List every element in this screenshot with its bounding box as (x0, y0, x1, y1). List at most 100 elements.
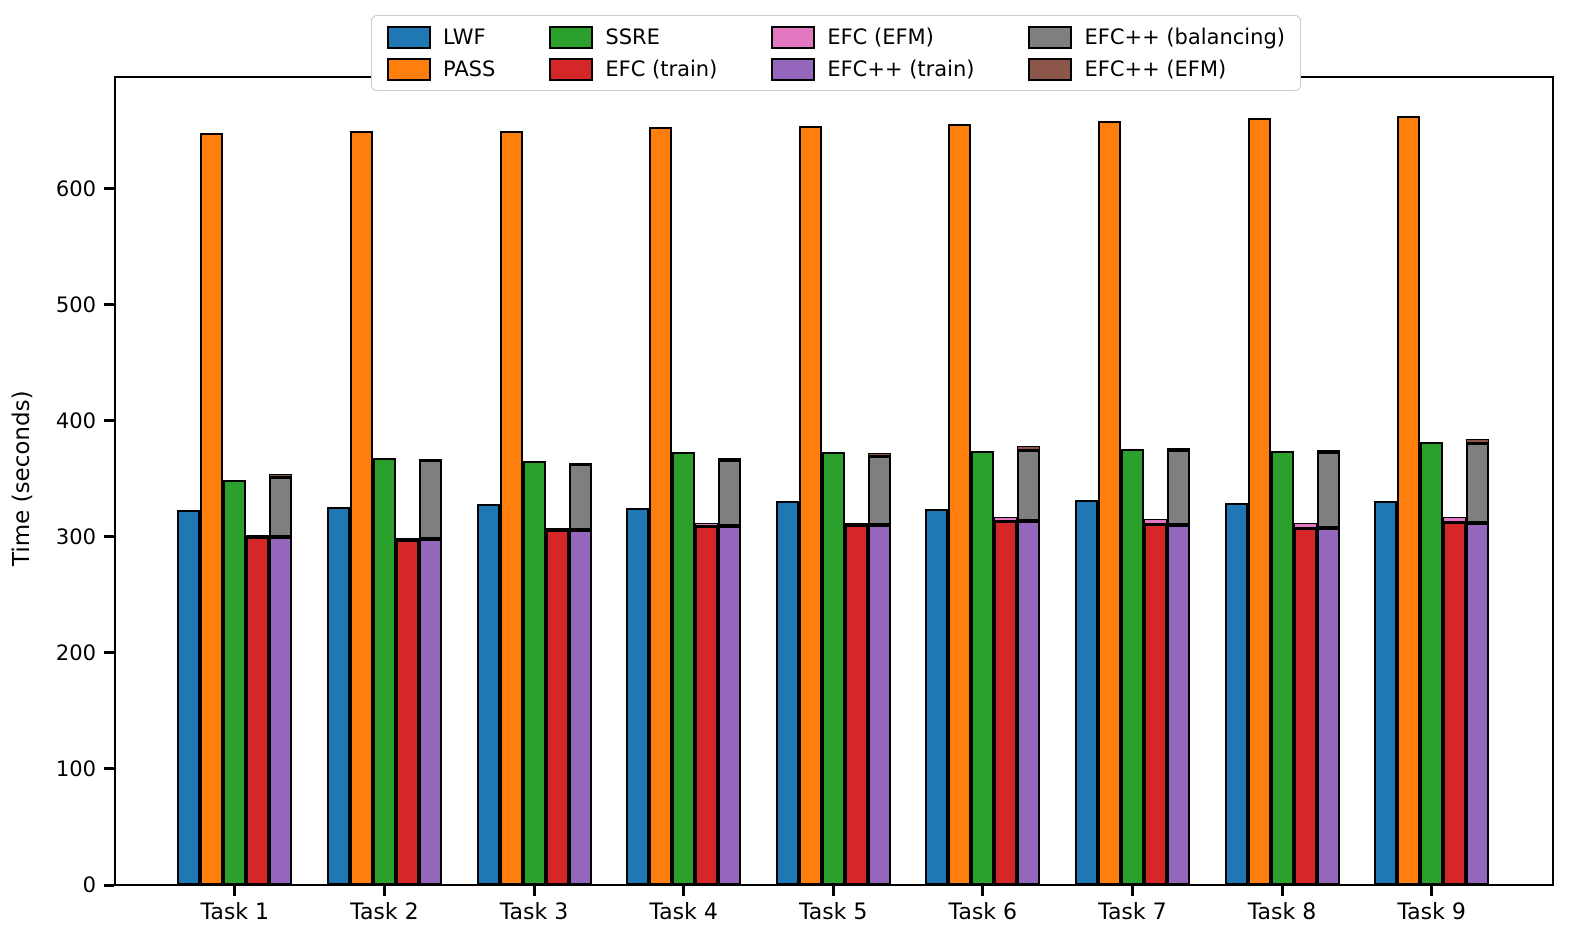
bar-segment-lwf-task-5 (775, 500, 799, 885)
bar-segment-ssre-task-4 (672, 452, 696, 885)
bar-segment-efc-efm-task-1 (269, 474, 293, 477)
x-tick-label: Task 9 (1397, 900, 1466, 925)
legend-label: EFC++ (EFM) (1084, 57, 1227, 81)
bar-segment-lwf-task-9 (1374, 500, 1398, 885)
bar-segment-ssre-task-6 (971, 450, 995, 885)
bar-segment-efc-train-task-8 (1316, 527, 1340, 885)
bar-segment-efc-efm-task-2 (395, 538, 419, 541)
bar-segment-pass-task-2 (349, 130, 373, 885)
bar-segment-efc-balancing-task-6 (1017, 449, 1041, 521)
legend-swatch-pass-icon (387, 57, 431, 81)
x-tick-mark (981, 886, 985, 896)
bar-segment-efc-balancing-task-3 (568, 463, 592, 530)
bar-segment-efc-balancing-task-8 (1316, 452, 1340, 528)
x-tick-mark (831, 886, 835, 896)
legend-swatch-efc-efm-icon (1028, 57, 1073, 81)
bar-segment-pass-task-5 (798, 126, 822, 885)
legend-column: EFC (EFM) EFC++ (train) (771, 25, 974, 81)
y-tick-label: 500 (55, 292, 96, 317)
x-tick-mark (1280, 886, 1284, 896)
legend: LWF PASS SSRE EFC (train) EFC (EFM) EFC++ (tr… (371, 15, 1301, 91)
bar-segment-efc-train-task-1 (269, 536, 293, 885)
legend-swatch-lwf-icon (387, 25, 431, 49)
bar-segment-efc-efm-task-9 (1466, 439, 1490, 443)
x-tick-mark (532, 886, 536, 896)
y-tick-mark (104, 419, 114, 423)
bar-segment-ssre-task-3 (522, 461, 546, 885)
x-tick-mark (1430, 886, 1434, 896)
x-tick-label: Task 4 (649, 900, 718, 925)
bar-segment-efc-efm-task-5 (867, 453, 891, 456)
bar-segment-lwf-task-4 (626, 507, 650, 885)
legend-column: LWF PASS (387, 25, 495, 81)
legend-entry-lwf: LWF (387, 25, 495, 49)
bar-segment-lwf-task-8 (1224, 503, 1248, 885)
legend-label: EFC (EFM) (827, 25, 934, 49)
y-tick-label: 300 (55, 524, 96, 549)
x-tick-mark (682, 886, 686, 896)
bar-segment-ssre-task-8 (1270, 450, 1294, 885)
legend-swatch-efc-train-icon (771, 57, 816, 81)
legend-entry-efc-efm: EFC++ (EFM) (1028, 57, 1285, 81)
legend-entry-pass: PASS (387, 57, 495, 81)
bar-segment-efc-balancing-task-4 (718, 460, 742, 527)
bar-segment-efc-efm-task-4 (718, 457, 742, 461)
bar-segment-pass-task-1 (200, 133, 224, 885)
legend-label: EFC++ (train) (827, 57, 975, 81)
y-tick-label: 0 (82, 873, 96, 897)
bar-segment-pass-task-4 (649, 127, 673, 885)
bar-segment-efc-balancing-task-1 (269, 476, 293, 537)
y-tick-mark (104, 651, 114, 655)
x-tick-label: Task 1 (200, 900, 270, 925)
bar-segment-lwf-task-1 (177, 510, 201, 885)
bar-segment-efc-train-task-8 (1293, 527, 1317, 885)
x-tick-label: Task 6 (948, 900, 1018, 925)
bar-segment-efc-train-task-6 (1017, 520, 1041, 885)
legend-entry-efc-balancing: EFC++ (balancing) (1028, 25, 1285, 49)
legend-label: EFC (train) (605, 57, 718, 81)
legend-label: SSRE (605, 25, 660, 49)
bar-segment-efc-train-task-9 (1443, 521, 1467, 885)
legend-entry-efc-efm: EFC (EFM) (771, 25, 974, 49)
bar-segment-pass-task-3 (499, 130, 523, 885)
y-tick-label: 400 (55, 408, 96, 433)
legend-entry-ssre: SSRE (549, 25, 717, 49)
bar-segment-efc-efm-task-6 (994, 517, 1018, 521)
x-tick-mark (382, 886, 386, 896)
bar-segment-ssre-task-7 (1120, 448, 1144, 885)
bar-segment-efc-balancing-task-9 (1466, 442, 1490, 523)
bar-segment-efc-train-task-1 (246, 536, 270, 885)
legend-swatch-efc-balancing-icon (1028, 25, 1073, 49)
bar-segment-efc-train-task-2 (418, 539, 442, 885)
bar-segment-pass-task-7 (1097, 121, 1121, 885)
bar-segment-efc-efm-task-6 (1017, 446, 1041, 450)
legend-column: EFC++ (balancing) EFC++ (EFM) (1028, 25, 1285, 81)
x-tick-label: Task 7 (1098, 900, 1167, 925)
bar-segment-efc-efm-task-4 (695, 522, 719, 527)
x-tick-label: Task 8 (1247, 900, 1317, 925)
legend-swatch-efc-train-icon (549, 57, 594, 81)
y-tick-mark (104, 303, 114, 307)
bar-segment-efc-efm-task-9 (1443, 517, 1467, 522)
bar-segment-efc-efm-task-1 (246, 534, 270, 537)
bar-segment-efc-balancing-task-5 (867, 455, 891, 526)
bar-segment-efc-train-task-4 (718, 526, 742, 885)
bar-segment-efc-efm-task-5 (844, 522, 868, 526)
bar-segment-lwf-task-7 (1074, 499, 1098, 885)
y-tick-label: 200 (55, 640, 96, 665)
bar-segment-efc-train-task-3 (568, 529, 592, 885)
y-tick-mark (104, 535, 114, 539)
bar-segment-efc-train-task-3 (545, 529, 569, 885)
bar-segment-ssre-task-1 (223, 480, 247, 885)
y-tick-label: 100 (55, 756, 96, 781)
bar-segment-efc-train-task-2 (395, 540, 419, 885)
legend-entry-efc-train: EFC (train) (549, 57, 717, 81)
bar-segment-efc-efm-task-3 (568, 462, 592, 465)
bar-segment-pass-task-8 (1247, 117, 1271, 885)
bar-segment-efc-train-task-4 (695, 526, 719, 885)
bar-segment-efc-balancing-task-7 (1166, 449, 1190, 526)
bar-segment-ssre-task-2 (372, 457, 396, 885)
bar-segment-efc-efm-task-7 (1166, 447, 1190, 450)
x-tick-mark (233, 886, 237, 896)
